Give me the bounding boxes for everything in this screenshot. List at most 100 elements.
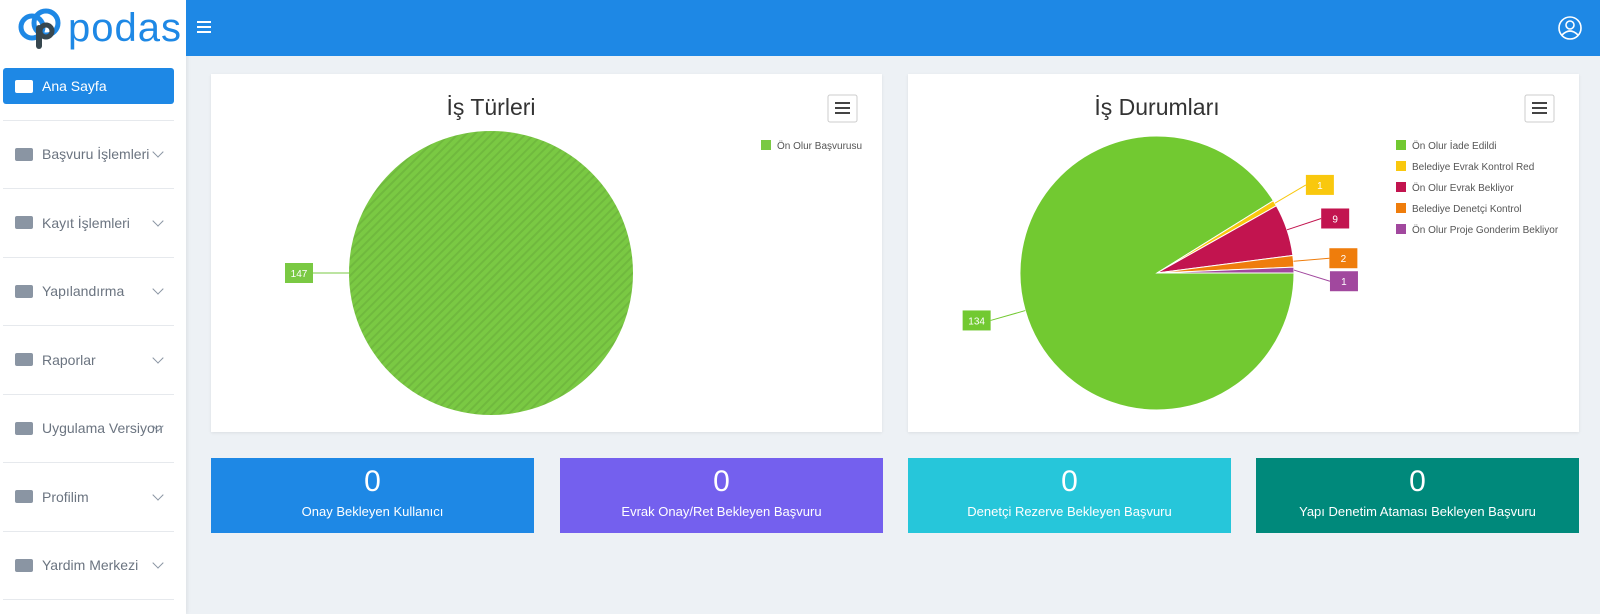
chevron bbox=[152, 557, 164, 569]
stat-label: Yapı Denetim Ataması Bekleyen Başvuru bbox=[1299, 504, 1536, 519]
nav-label: Yapılandırma bbox=[42, 283, 125, 299]
sidebar: podas Ana Sayfa Başvuru İşlemleri Kayıt İş… bbox=[0, 0, 186, 614]
nav-icon bbox=[15, 558, 33, 572]
nav-item[interactable]: Başvuru İşlemleri bbox=[3, 136, 174, 172]
topbar bbox=[186, 0, 1600, 56]
stat-card[interactable]: 0 Evrak Onay/Ret Bekleyen Başvuru bbox=[560, 458, 883, 533]
stat-value: 0 bbox=[1409, 465, 1426, 498]
chevron bbox=[152, 214, 164, 227]
legend-swatch bbox=[1396, 224, 1406, 234]
nav-icon bbox=[15, 353, 33, 366]
logo: podas bbox=[0, 0, 186, 56]
nav-icon bbox=[15, 147, 33, 161]
button-bar bbox=[835, 112, 850, 114]
stat-card[interactable]: 0 Onay Bekleyen Kullanıcı bbox=[211, 458, 534, 533]
stat-value: 0 bbox=[364, 465, 381, 498]
label-box bbox=[962, 310, 991, 331]
label-box bbox=[1305, 174, 1334, 195]
legend-swatch bbox=[1396, 203, 1406, 213]
separator bbox=[3, 530, 174, 532]
separator bbox=[3, 599, 174, 600]
stat-label: Onay Bekleyen Kullanıcı bbox=[301, 504, 444, 519]
nav-item[interactable]: Raporlar bbox=[3, 342, 174, 378]
data-label: 147 bbox=[291, 269, 308, 280]
label-box bbox=[1329, 248, 1358, 269]
separator bbox=[3, 393, 174, 395]
data-label: 2 bbox=[1341, 254, 1347, 265]
button-bar bbox=[835, 107, 850, 109]
chevron bbox=[152, 488, 164, 501]
separator bbox=[3, 120, 174, 121]
nav-item[interactable]: Yapılandırma bbox=[3, 273, 174, 309]
data-label: 1 bbox=[1341, 277, 1347, 288]
button-bar bbox=[1532, 107, 1547, 109]
label-connector bbox=[1286, 218, 1322, 231]
chart-card: İş Durumları 134 1 9 2 1 Ön Olur İade Edildi Be… bbox=[908, 74, 1579, 432]
separator bbox=[3, 325, 174, 326]
button-bar bbox=[1532, 112, 1547, 114]
chevron bbox=[152, 351, 164, 364]
nav-icon bbox=[15, 490, 33, 503]
nav-icon bbox=[15, 79, 33, 93]
button-bar bbox=[835, 102, 850, 104]
label-connector bbox=[1293, 257, 1330, 262]
separator bbox=[3, 188, 174, 189]
button-bar bbox=[1532, 102, 1547, 104]
brand: podas bbox=[68, 5, 182, 50]
nav-item[interactable]: Profilim bbox=[3, 479, 174, 515]
label-connector bbox=[1293, 269, 1331, 282]
legend-label[interactable]: Ön Olur Başvurusu bbox=[777, 140, 862, 152]
logo-icon bbox=[18, 8, 61, 49]
nav-icon bbox=[15, 284, 33, 298]
stat-label: Evrak Onay/Ret Bekleyen Başvuru bbox=[621, 504, 822, 519]
stat-card[interactable]: 0 Denetçi Rezerve Bekleyen Başvuru bbox=[908, 458, 1231, 533]
chart-title: İş Durumları bbox=[1094, 94, 1219, 120]
nav-icon bbox=[15, 421, 33, 435]
separator bbox=[3, 462, 174, 463]
topbar-icons bbox=[197, 16, 1582, 40]
nav-label: Uygulama Versiyon bbox=[42, 420, 163, 436]
label-box bbox=[285, 263, 313, 283]
legend-label[interactable]: Belediye Evrak Kontrol Red bbox=[1412, 162, 1534, 173]
data-label: 9 bbox=[1332, 214, 1338, 225]
nav-item[interactable]: Kayıt İşlemleri bbox=[3, 205, 174, 241]
legend-label[interactable]: Ön Olur Evrak Bekliyor bbox=[1412, 182, 1514, 194]
label-connector bbox=[990, 310, 1026, 321]
nav-label: Başvuru İşlemleri bbox=[42, 146, 150, 162]
legend-swatch bbox=[1396, 161, 1406, 171]
chart-card: İş Türleri 147 Ön Olur Başvurusu bbox=[211, 74, 882, 432]
label-box bbox=[1329, 271, 1358, 292]
chart-menu-button[interactable] bbox=[1524, 94, 1555, 123]
user-menu[interactable] bbox=[1558, 16, 1582, 40]
nav-label: Profilim bbox=[42, 488, 89, 505]
nav-icon bbox=[15, 216, 33, 229]
nav-label: Yardim Merkezi bbox=[42, 557, 139, 573]
data-label: 134 bbox=[968, 316, 985, 327]
chart-menu-button[interactable] bbox=[827, 94, 858, 123]
legend-label[interactable]: Ön Olur Proje Gonderim Bekliyor bbox=[1412, 224, 1559, 236]
chart: İş Durumları 134 1 9 2 1 Ön Olur İade Edildi Be… bbox=[962, 94, 1559, 411]
legend-swatch bbox=[761, 140, 771, 150]
menu-toggle[interactable] bbox=[197, 21, 211, 33]
chevron bbox=[152, 283, 164, 295]
nav-item[interactable]: Yardim Merkezi bbox=[3, 547, 174, 583]
nav-item[interactable]: Uygulama Versiyon bbox=[3, 410, 174, 446]
stat-value: 0 bbox=[1061, 465, 1078, 498]
stat-card[interactable]: 0 Yapı Denetim Ataması Bekleyen Başvuru bbox=[1256, 458, 1579, 533]
label-box bbox=[1321, 208, 1350, 229]
nav-label: Ana Sayfa bbox=[42, 78, 107, 94]
legend-label[interactable]: Belediye Denetçi Kontrol bbox=[1412, 204, 1522, 215]
pie-slice[interactable] bbox=[349, 131, 633, 415]
label-connector bbox=[1274, 184, 1307, 204]
separator bbox=[3, 256, 174, 258]
stat-label: Denetçi Rezerve Bekleyen Başvuru bbox=[967, 504, 1172, 519]
stat-value: 0 bbox=[713, 465, 730, 498]
chart: İş Türleri 147 Ön Olur Başvurusu bbox=[285, 94, 862, 415]
legend-swatch bbox=[1396, 140, 1406, 150]
nav-item[interactable]: Ana Sayfa bbox=[3, 68, 174, 104]
nav-label: Kayıt İşlemleri bbox=[42, 214, 130, 231]
legend-label[interactable]: Ön Olur İade Edildi bbox=[1412, 139, 1497, 152]
chart-title: İş Türleri bbox=[446, 94, 535, 120]
nav-label: Raporlar bbox=[42, 351, 96, 368]
